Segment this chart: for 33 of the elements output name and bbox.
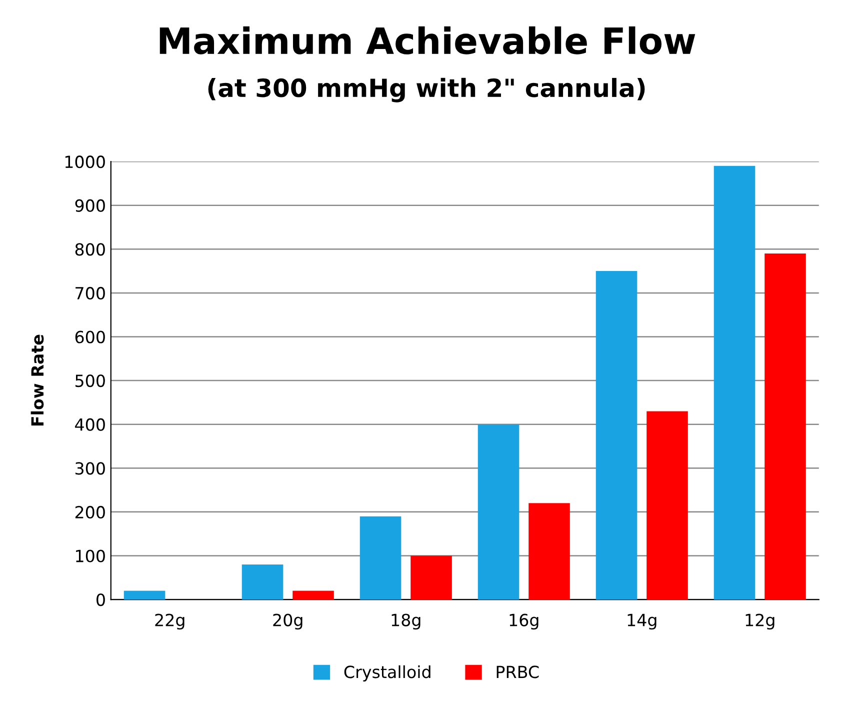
y-tick-label: 100 xyxy=(76,550,105,562)
x-tick-label: 14g xyxy=(628,614,656,630)
bar xyxy=(714,166,756,600)
bar xyxy=(410,556,452,600)
y-tick-label: 700 xyxy=(76,286,105,300)
y-tick-label: 1000 xyxy=(65,156,105,168)
chart-title: Maximum Achievable Flow xyxy=(160,26,696,54)
y-tick-label: 500 xyxy=(76,374,105,388)
legend-label: Crystalloid xyxy=(344,665,430,682)
chart-subtitle: (at 300 mmHg with 2" cannula) xyxy=(208,78,645,102)
bar xyxy=(242,564,284,600)
y-axis-title: Flow Rate xyxy=(30,334,44,426)
bar xyxy=(646,411,688,600)
x-tick-label: 22g xyxy=(155,614,184,630)
y-tick-label: 400 xyxy=(75,418,105,431)
y-tick-label: 900 xyxy=(75,199,105,212)
bar xyxy=(360,516,402,600)
x-tick-label: 16g xyxy=(510,614,538,630)
bar xyxy=(596,271,638,600)
x-tick-label: 18g xyxy=(392,614,420,630)
bar xyxy=(124,590,166,600)
bar xyxy=(292,590,334,600)
x-tick-label: 12g xyxy=(746,614,774,630)
y-tick-label: 800 xyxy=(75,243,105,256)
y-tick-label: 200 xyxy=(75,506,105,519)
bar xyxy=(478,424,520,600)
x-tick-label: 20g xyxy=(273,614,302,630)
bar xyxy=(764,254,806,600)
y-tick-label: 300 xyxy=(75,462,105,475)
legend-label: PRBC xyxy=(496,666,539,678)
y-tick-label: 0 xyxy=(96,593,105,606)
bar xyxy=(528,503,570,600)
y-tick-label: 600 xyxy=(75,330,105,344)
